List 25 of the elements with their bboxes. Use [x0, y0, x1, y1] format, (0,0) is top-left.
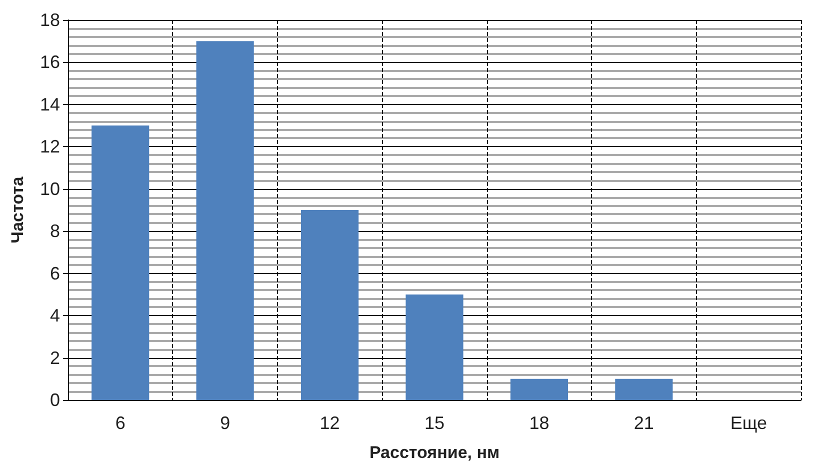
- bar: [615, 378, 673, 400]
- x-axis-title: Расстояние, нм: [369, 443, 500, 462]
- y-tick-label: 2: [50, 348, 60, 368]
- x-tick-label: 9: [220, 413, 230, 433]
- bar: [406, 294, 464, 400]
- y-axis-title: Частота: [8, 176, 27, 244]
- x-tick-label: 12: [320, 413, 340, 433]
- y-tick-label: 8: [50, 221, 60, 242]
- y-tick-label: 4: [50, 306, 60, 326]
- y-tick-label: 18: [40, 10, 60, 30]
- x-tick-label: 6: [115, 413, 126, 433]
- x-tick-label: 15: [424, 413, 445, 433]
- y-tick-label: 16: [40, 52, 60, 72]
- y-tick-label: 0: [50, 390, 60, 410]
- y-tick-label: 10: [40, 178, 60, 199]
- bar: [196, 41, 254, 400]
- y-tick-label: 6: [50, 263, 60, 284]
- x-tick-label: 21: [634, 413, 654, 433]
- y-tick-label: 12: [40, 136, 60, 157]
- bar: [510, 378, 568, 400]
- x-tick-label: 18: [529, 413, 550, 433]
- bar: [300, 210, 359, 400]
- x-tick-label: Еще: [730, 413, 767, 433]
- bar: [92, 126, 150, 400]
- y-tick-label: 14: [40, 94, 60, 114]
